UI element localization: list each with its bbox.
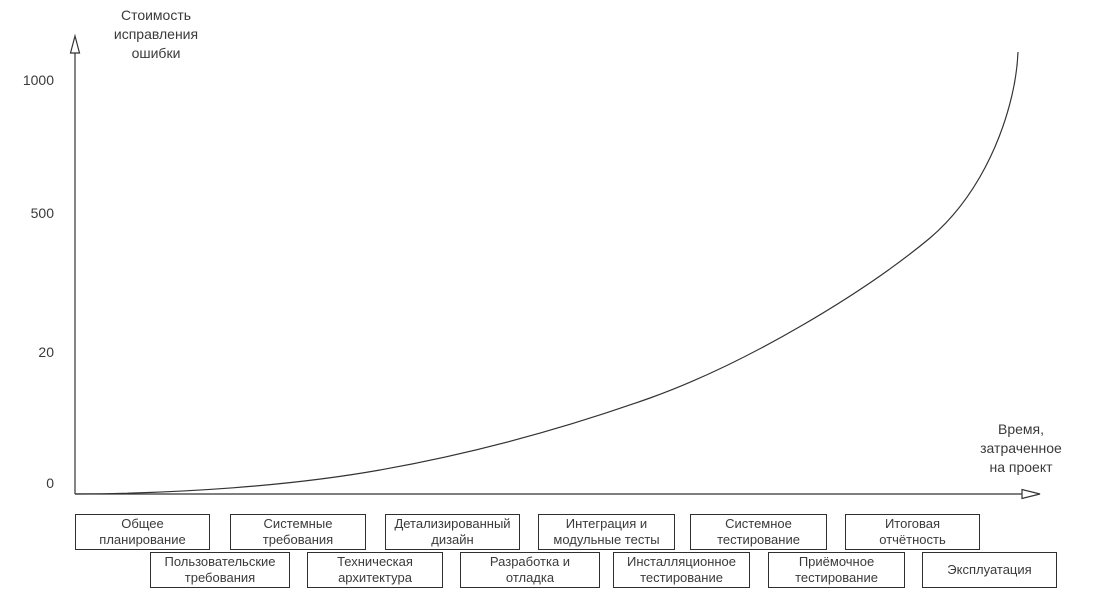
phase-box-general-planning: Общее планирование bbox=[75, 514, 210, 550]
phase-box-system-requirements: Системные требования bbox=[230, 514, 366, 550]
x-axis-arrowhead bbox=[1021, 488, 1041, 500]
y-tick-0: 0 bbox=[46, 475, 54, 491]
phase-box-acceptance-testing: Приёмочное тестирование bbox=[768, 552, 905, 588]
y-axis-arrowhead bbox=[69, 33, 81, 54]
y-axis-title: Стоимость исправления ошибки bbox=[113, 7, 199, 61]
cost-curve bbox=[74, 51, 1019, 495]
phase-box-installation-testing: Инсталляционное тестирование bbox=[613, 552, 750, 588]
phase-box-final-reporting: Итоговая отчётность bbox=[845, 514, 980, 550]
phase-box-operation: Эксплуатация bbox=[922, 552, 1057, 588]
phase-box-system-testing: Системное тестирование bbox=[690, 514, 827, 550]
y-tick-1000: 1000 bbox=[22, 72, 54, 88]
phase-box-development-debugging: Разработка и отладка bbox=[460, 552, 600, 588]
phase-box-user-requirements: Пользовательские требования bbox=[150, 552, 290, 588]
x-axis-title: Время, затраченное на проект bbox=[980, 421, 1062, 475]
phase-box-detailed-design: Детализированный дизайн bbox=[385, 514, 520, 550]
phase-box-technical-architecture: Техническая архитектура bbox=[307, 552, 443, 588]
y-tick-20: 20 bbox=[38, 344, 54, 360]
phase-box-integration-unit-tests: Интеграция и модульные тесты bbox=[538, 514, 675, 550]
y-tick-500: 500 bbox=[30, 205, 54, 221]
